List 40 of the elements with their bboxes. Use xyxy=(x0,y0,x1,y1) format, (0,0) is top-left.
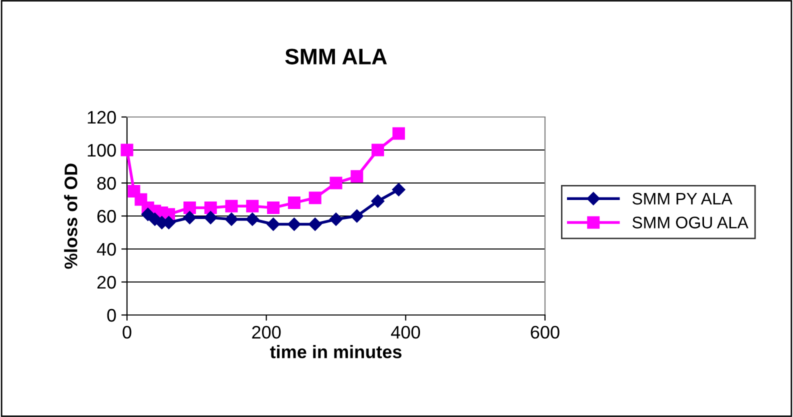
point xyxy=(183,202,196,214)
point xyxy=(141,208,154,221)
legend-label: SMM OGU ALA xyxy=(632,216,748,228)
point xyxy=(246,200,259,212)
point xyxy=(329,212,343,226)
point xyxy=(288,218,301,231)
y-tick-label: 60 xyxy=(97,210,116,223)
y-tick-label: 40 xyxy=(96,242,116,256)
y-tick-label: 0 xyxy=(107,308,116,322)
y-tick-label: 100 xyxy=(88,144,116,157)
y-axis-title: %loss of OD xyxy=(64,164,78,269)
point xyxy=(371,194,384,208)
y-tick-label: 20 xyxy=(97,276,116,289)
point xyxy=(266,218,280,231)
point xyxy=(392,183,406,196)
point xyxy=(183,211,196,224)
point xyxy=(246,212,259,226)
point xyxy=(120,144,134,156)
point xyxy=(267,202,280,214)
legend-label: SMM PY ALA xyxy=(632,192,732,205)
point xyxy=(372,144,384,156)
chart-title: SMM ALA xyxy=(285,48,387,64)
x-tick-label: 0 xyxy=(122,326,132,339)
point xyxy=(204,211,218,224)
point xyxy=(288,196,300,210)
point xyxy=(350,209,364,223)
point xyxy=(308,192,322,204)
x-tick-label: 600 xyxy=(530,326,560,339)
point xyxy=(308,218,322,231)
point xyxy=(224,212,238,226)
point xyxy=(350,170,364,183)
point xyxy=(392,127,405,140)
point xyxy=(330,176,342,190)
point xyxy=(204,202,217,214)
x-axis-title: time in minutes xyxy=(270,345,402,358)
y-tick-label: 80 xyxy=(97,176,116,190)
point xyxy=(225,200,238,212)
x-tick-label: 400 xyxy=(391,326,420,339)
x-tick-label: 200 xyxy=(252,326,281,339)
y-tick-label: 120 xyxy=(88,110,116,124)
